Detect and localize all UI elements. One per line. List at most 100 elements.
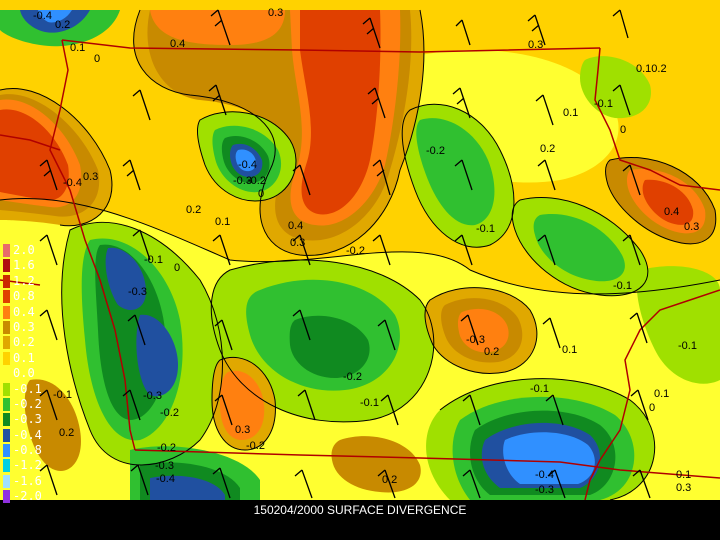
contour-label: -0.3 [128, 286, 147, 298]
legend-label: -0.2 [13, 396, 42, 411]
contour-label: -0.3 [466, 334, 485, 346]
contour-label: 0.3 [528, 39, 543, 51]
color-legend: 2.0 1.6 1.2 0.8 0.4 0.3 0.2 0.1 0.0 -0.1 -0.2 -0.3-… [0, 243, 44, 505]
legend-entry: -0.4 [0, 428, 44, 443]
legend-label: -0.3 [13, 412, 42, 427]
contour-label: 0.3 [83, 171, 98, 183]
legend-label: 0.4 [13, 304, 35, 319]
contour-label: 0.3 [684, 221, 699, 233]
contour-label: -0.4 [33, 10, 52, 22]
legend-label: -0.1 [13, 381, 42, 396]
legend-swatch [3, 320, 10, 334]
legend-swatch [3, 367, 10, 381]
legend-label: 0.2 [13, 335, 35, 350]
contour-label: 0.1 [563, 107, 578, 119]
contour-fill [150, 10, 285, 45]
contour-label: 0.1 [676, 469, 691, 481]
legend-swatch [3, 244, 10, 257]
legend-entry: 0.4 [0, 305, 44, 320]
legend-entry: 0.2 [0, 335, 44, 350]
contour-label: 0.2 [186, 204, 201, 216]
contour-label: -0.4 [63, 177, 82, 189]
legend-swatch [3, 336, 10, 350]
legend-swatch [3, 397, 10, 411]
legend-entry: 0.1 [0, 351, 44, 366]
legend-label: -1.6 [13, 473, 42, 488]
contour-label: -0.2 [346, 245, 365, 257]
legend-entry: 0.8 [0, 289, 44, 304]
contour-label: 0.3 [676, 482, 691, 494]
contour-label: 0 [258, 188, 264, 200]
contour-label: 0.3 [290, 237, 305, 249]
contour-label: 0.4 [288, 220, 303, 232]
contour-fill [503, 432, 595, 484]
contour-labels: -0.40.20.30.100.4 0.30.10.2-0.10.100.2-0.… [33, 7, 699, 496]
contour-label: 0.2 [540, 143, 555, 155]
legend-label: 1.6 [13, 258, 35, 273]
legend-label: 1.2 [13, 273, 35, 288]
legend-swatch [3, 290, 10, 304]
contour-fill [136, 314, 178, 397]
contour-fill [533, 214, 625, 282]
contour-fill [235, 149, 257, 172]
legend-label: 2.0 [13, 243, 35, 257]
map-title: 150204/2000 SURFACE DIVERGENCE [253, 503, 467, 517]
contour-fill [636, 266, 720, 384]
contour-label: 0.3 [235, 424, 250, 436]
legend-entry: 0.3 [0, 320, 44, 335]
legend-swatch [3, 259, 10, 273]
contour-label: -0.4 [238, 159, 257, 171]
contour-label: 0.2 [484, 346, 499, 358]
legend-swatch [3, 305, 10, 319]
contour-label: -0.3 [535, 484, 554, 496]
contour-label: 0.1 [654, 388, 669, 400]
contour-label: -0.2 [157, 442, 176, 454]
legend-label: -0.4 [13, 427, 42, 442]
legend-swatch [3, 459, 10, 473]
legend-label: -0.8 [13, 443, 42, 458]
contour-label: -0.1 [678, 340, 697, 352]
contour-label: -0.1 [360, 397, 379, 409]
contour-label: -0.2 [246, 440, 265, 452]
legend-swatch [3, 382, 10, 396]
contour-label: 0.10.2 [636, 63, 667, 75]
contour-label: 0.1 [215, 216, 230, 228]
contour-fill [289, 315, 370, 378]
contour-label: 0 [174, 262, 180, 274]
legend-entry: -2.0 [0, 489, 44, 504]
contour-label: -0.1 [594, 98, 613, 110]
contour-fill [416, 118, 495, 226]
divergence-map: -0.40.20.30.100.4 0.30.10.2-0.10.100.2-0.… [0, 0, 720, 500]
contour-label: 0 [94, 53, 100, 65]
contour-label: 0.4 [170, 38, 185, 50]
contour-label: 0.3 [268, 7, 283, 19]
legend-swatch [3, 444, 10, 458]
contour-fill [331, 436, 421, 493]
contour-label: 0.2 [55, 19, 70, 31]
legend-entry: 2.0 [0, 243, 44, 258]
contour-label: -0.2 [247, 175, 266, 187]
contour-label: 0 [620, 124, 626, 136]
legend-swatch [3, 428, 10, 442]
contour-label: -0.4 [156, 473, 175, 485]
legend-entry: 0.0 [0, 366, 44, 381]
legend-entry: 1.6 [0, 258, 44, 273]
legend-label: 0.8 [13, 289, 35, 304]
contour-label: 0.1 [562, 344, 577, 356]
legend-entry: -1.6 [0, 474, 44, 489]
legend-swatch [3, 413, 10, 427]
contour-label: -0.1 [144, 254, 163, 266]
contour-label: 0.2 [59, 427, 74, 439]
legend-entry: -1.2 [0, 458, 44, 473]
contour-label: -0.1 [613, 280, 632, 292]
legend-swatch [3, 351, 10, 365]
contour-label: 0.4 [664, 206, 679, 218]
legend-swatch [3, 490, 10, 504]
legend-swatch [3, 474, 10, 488]
legend-label: 0.3 [13, 319, 35, 334]
contour-label: -0.1 [530, 383, 549, 395]
contour-fill [150, 475, 225, 500]
legend-swatch [3, 274, 10, 288]
contour-fill [642, 179, 694, 225]
contour-label: 0.2 [382, 474, 397, 486]
